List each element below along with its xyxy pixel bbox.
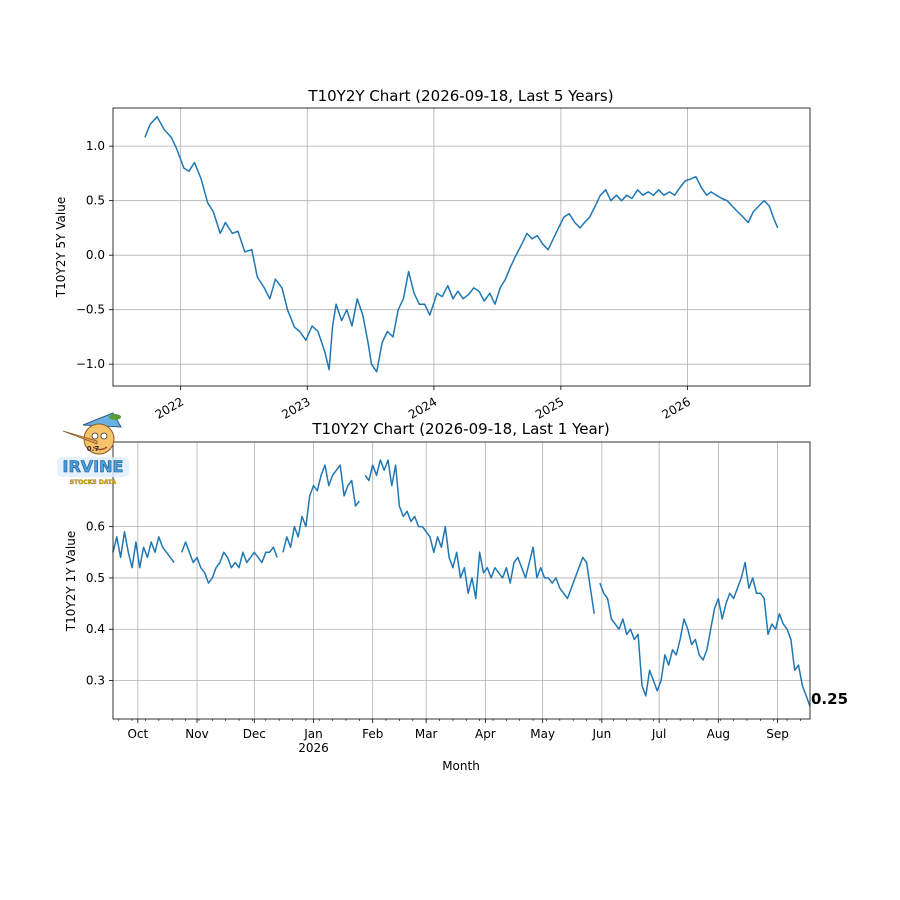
x-tick-label: May [530, 727, 555, 741]
y-tick-label: −0.5 [76, 303, 105, 317]
y-tick-label: 0.5 [86, 194, 105, 208]
plot-frame [112, 441, 811, 720]
x-tick-label: 2023 [279, 394, 312, 421]
chart-title: T10Y2Y Chart (2026-09-18, Last 1 Year) [311, 420, 609, 438]
y-tick-label: 1.0 [86, 139, 105, 153]
series-line [282, 464, 360, 553]
logo-text: IRVINE [63, 457, 124, 476]
x-tick-label: Jun [591, 727, 611, 741]
pinocchio-mascot-icon: IRVINE STOCKS DATA 0.7 [57, 412, 129, 486]
series-line [364, 459, 595, 614]
x-tick-label: Feb [362, 727, 383, 741]
series-lines [112, 459, 811, 707]
x-tick-label: 2025 [533, 394, 566, 421]
x-tick-label: Oct [127, 727, 148, 741]
x-tick-sublabel: 2026 [298, 741, 329, 755]
plot-frame [112, 107, 811, 387]
y-tick-label: 0.3 [86, 674, 105, 688]
x-ticks: 2022 2023 2024 2025 2026 [153, 386, 693, 422]
y-axis-label: T10Y2Y 5Y Value [54, 197, 68, 298]
y-tick-label: −1.0 [76, 357, 105, 371]
chart-5y: −1.0 −0.5 0.0 0.5 1.0 2022 2023 2024 2025 2026 T… [54, 87, 811, 422]
grid [113, 108, 810, 386]
x-tick-label: Aug [707, 727, 730, 741]
x-tick-label: 2024 [406, 394, 439, 421]
y-ticks: 0.3 0.4 0.5 0.6 [86, 520, 113, 688]
series-lines [144, 115, 779, 373]
logo-badge: 0.7 [87, 445, 100, 453]
y-tick-label: 0.6 [86, 520, 105, 534]
x-tick-label: Apr [475, 727, 496, 741]
x-tick-label: Dec [243, 727, 266, 741]
x-axis-label: Month [442, 759, 480, 773]
series-line [144, 115, 779, 373]
y-tick-label: 0.0 [86, 248, 105, 262]
series-line [180, 541, 278, 584]
grid [113, 442, 810, 719]
series-line [112, 531, 175, 569]
last-value-label: 0.25 [811, 690, 848, 708]
chart-title: T10Y2Y Chart (2026-09-18, Last 5 Years) [307, 87, 613, 105]
y-tick-label: 0.4 [86, 622, 105, 636]
x-tick-label: Mar [415, 727, 438, 741]
y-ticks: −1.0 −0.5 0.0 0.5 1.0 [76, 139, 113, 371]
y-tick-label: 0.5 [86, 571, 105, 585]
y-axis-label: T10Y2Y 1Y Value [64, 531, 78, 632]
x-tick-label: Jul [651, 727, 666, 741]
x-tick-label: 2026 [660, 394, 693, 421]
x-tick-label: 2022 [153, 394, 186, 421]
x-tick-label: Sep [766, 727, 789, 741]
x-tick-label: Jan [303, 727, 323, 741]
series-line [599, 561, 811, 707]
x-tick-label: Nov [185, 727, 208, 741]
logo-subtext: STOCKS DATA [70, 479, 117, 486]
